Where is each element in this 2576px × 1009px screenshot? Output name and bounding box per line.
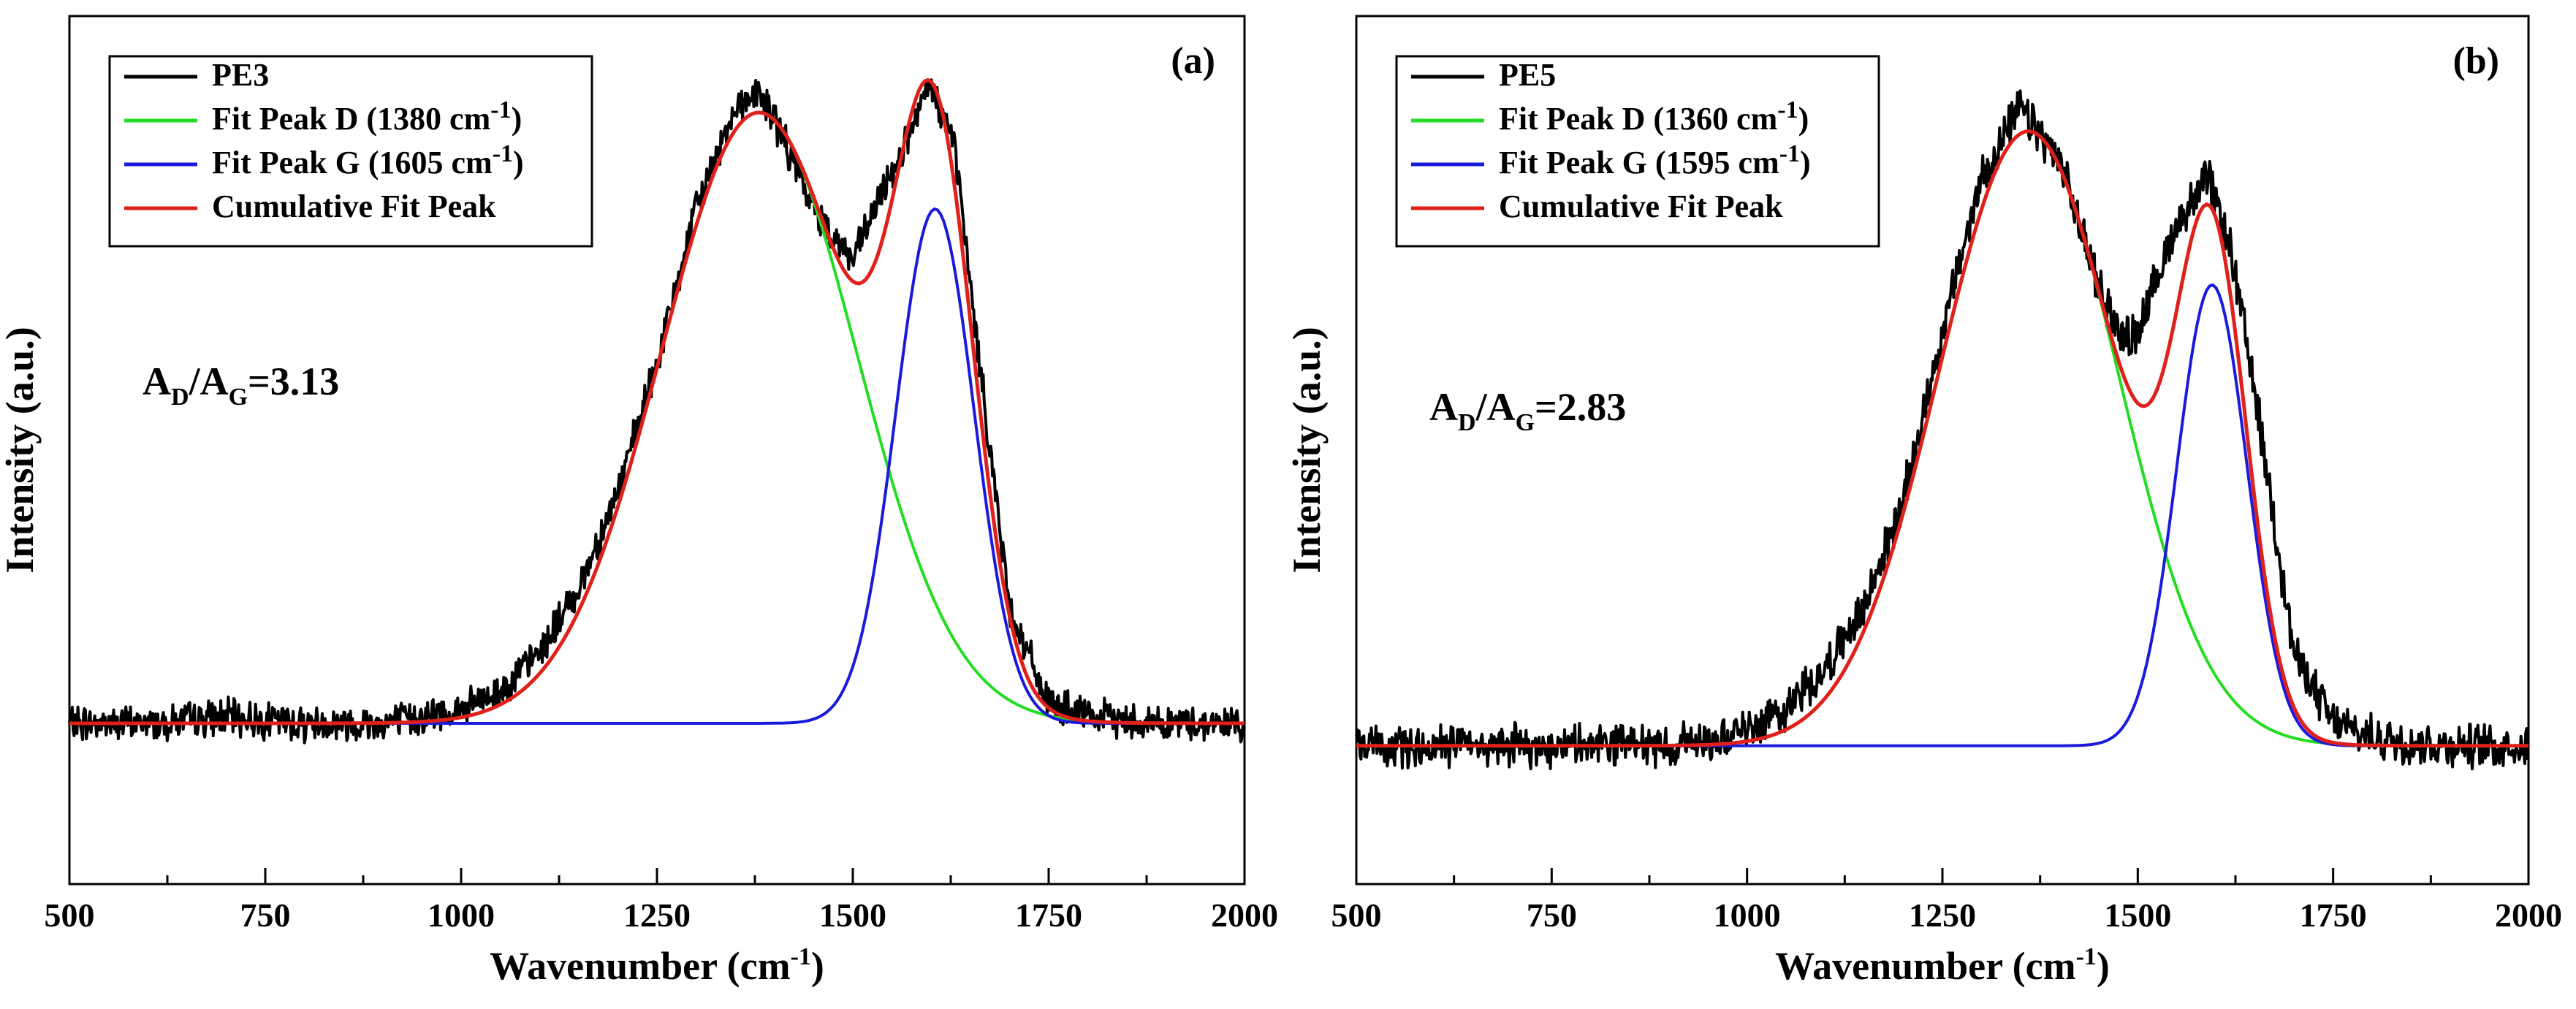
x-tick-label: 1000 (1714, 896, 1781, 934)
legend-label: Fit Peak D (1380 cm (212, 101, 490, 137)
area-ratio-annotation: AD/AG=3.13 (143, 359, 339, 411)
legend-entry-data: PE5 (1499, 57, 1556, 93)
legend-label: PE3 (212, 57, 269, 93)
y-axis-title: Intensity (a.u.) (1285, 327, 1329, 574)
legend-label-tail: ) (1798, 101, 1809, 137)
legend-label: Fit Peak G (1595 cm (1499, 145, 1779, 180)
legend-label-tail: ) (512, 101, 523, 137)
x-tick-label: 500 (1331, 896, 1382, 934)
legend-label-sup: -1 (493, 140, 513, 167)
ratio-value: =2.83 (1535, 385, 1626, 429)
legend-label: Fit Peak G (1605 cm (212, 145, 493, 180)
x-tick-label: 1500 (819, 896, 886, 934)
chart-panel-b: 500 750 1000 1250 1500 1750 2000 Wavenumber (cm… (1285, 15, 2562, 988)
legend-entry-d: Fit Peak D (1360 cm-1) (1499, 96, 1809, 137)
ratio-prefix: A (143, 359, 171, 403)
x-axis-title: Wavenumber (cm-1) (490, 943, 824, 988)
x-tick-label: 1500 (2104, 896, 2171, 934)
legend-label: Fit Peak D (1360 cm (1499, 101, 1777, 137)
legend-entry-data: PE3 (212, 57, 269, 93)
ratio-sub-d: D (1458, 409, 1476, 436)
series-line-cumulative-fit (69, 77, 1245, 726)
x-tick-label: 1250 (1909, 896, 1976, 934)
y-axis-title: Intensity (a.u.) (0, 327, 42, 574)
x-axis-label: Wavenumber (cm (1775, 944, 2075, 988)
legend-label: Cumulative Fit Peak (212, 189, 496, 224)
legend-label-sup: -1 (1779, 140, 1800, 167)
x-axis-label-sup: -1 (2076, 943, 2097, 970)
legend-label-tail: ) (513, 145, 524, 180)
panel-label: (b) (2452, 40, 2499, 82)
x-tick-label: 1750 (1015, 896, 1082, 934)
x-tick-label: 750 (240, 896, 291, 934)
x-axis-label-sup: -1 (791, 943, 811, 970)
x-axis-label-tail: ) (811, 944, 824, 988)
legend-entry-cum: Cumulative Fit Peak (212, 189, 496, 224)
x-axis-label-tail: ) (2097, 944, 2110, 988)
legend-entry-g: Fit Peak G (1605 cm-1) (212, 140, 524, 180)
x-tick-label: 1750 (2300, 896, 2367, 934)
legend-entry-d: Fit Peak D (1380 cm-1) (212, 96, 522, 137)
x-tick-label: 1250 (623, 896, 691, 934)
x-tick-label: 500 (45, 896, 95, 934)
panel-label: (a) (1171, 40, 1215, 82)
ratio-slash: /A (189, 359, 229, 403)
legend-label: Cumulative Fit Peak (1499, 189, 1783, 224)
chart-panel-a: 500 750 1000 1250 1500 1750 2000 Wavenumber (cm… (0, 15, 1278, 988)
x-axis-label: Wavenumber (cm (490, 944, 790, 988)
x-axis-title: Wavenumber (cm-1) (1775, 943, 2110, 988)
ratio-sub-g: G (229, 384, 248, 411)
x-tick-label: 2000 (2495, 896, 2562, 934)
area-ratio-annotation: AD/AG=2.83 (1429, 385, 1626, 436)
legend-label: PE5 (1499, 57, 1556, 93)
ratio-slash: /A (1475, 385, 1516, 429)
legend-entry-cum: Cumulative Fit Peak (1499, 189, 1783, 224)
series-line-fit-peak-g (69, 207, 1245, 725)
x-tick-label: 1000 (428, 896, 495, 934)
legend-box (108, 55, 593, 248)
legend-label-sup: -1 (490, 96, 511, 123)
x-tick-label: 750 (1527, 896, 1577, 934)
legend-box (1395, 55, 1880, 248)
ratio-value: =3.13 (248, 359, 339, 403)
legend-label-sup: -1 (1777, 96, 1798, 123)
legend-label-tail: ) (1800, 145, 1811, 180)
legend-entry-g: Fit Peak G (1595 cm-1) (1499, 140, 1811, 180)
x-tick-label: 2000 (1211, 896, 1278, 934)
ratio-sub-g: G (1516, 409, 1535, 436)
ratio-sub-d: D (171, 384, 189, 411)
ratio-prefix: A (1429, 385, 1458, 429)
series-line-cumulative-fit (1356, 129, 2528, 748)
series-line-measured-spectrum (1355, 89, 2529, 771)
